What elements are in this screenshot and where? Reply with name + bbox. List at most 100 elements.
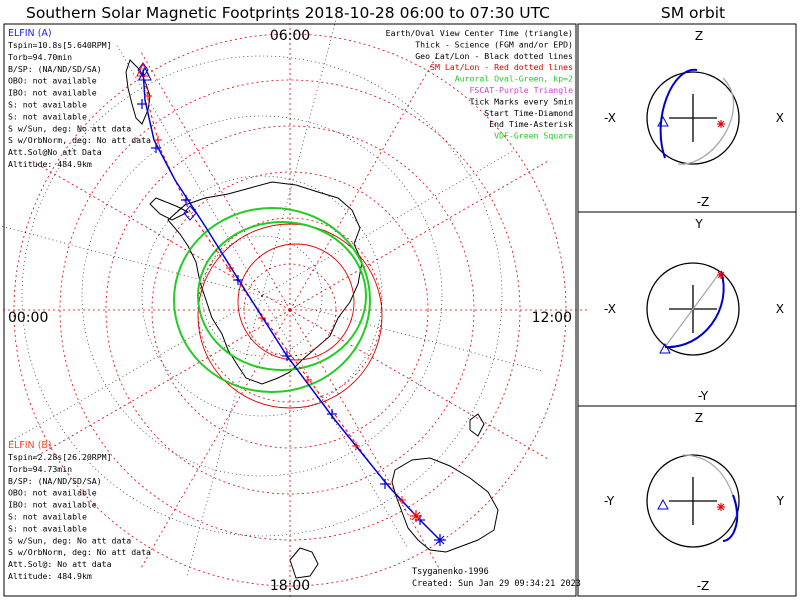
satellite-info-line: Altitude: 484.9km: [8, 159, 92, 169]
legend-entry: Earth/Oval View Center Time (triangle): [386, 28, 573, 38]
satellite-info-line: S: not available: [8, 100, 87, 110]
view-center-triangle: [138, 66, 152, 81]
legend-entry: FSCAT-Purple Triangle: [469, 85, 573, 95]
mlt-label-left: 00:00: [8, 310, 48, 326]
orbit-axis-label: -Y: [698, 389, 709, 403]
legend-entry: Start Time-Diamond: [484, 108, 573, 118]
geo-lat-circle: [21, 55, 503, 537]
orbit-axis-label: Y: [694, 217, 703, 231]
orbit-title: SM orbit: [661, 4, 725, 22]
geo-lon-line: [261, 15, 338, 297]
satellite-info-line: S: not available: [8, 111, 87, 121]
earth-circle: [646, 454, 740, 548]
orbit-axis-label: Z: [695, 411, 703, 425]
coastlines: [125, 59, 499, 579]
sm-polar-circle: [197, 223, 383, 409]
mlt-label-right: 12:00: [532, 310, 572, 326]
legend-entry: Thick - Science (FGM and/or EPD): [415, 39, 573, 49]
orbit-panel: Z -Z -Y Y: [604, 411, 785, 593]
orbit-end-asterisk: [717, 120, 725, 128]
satellite-header: ELFIN (B): [8, 440, 52, 451]
auroral-oval-inner: [197, 221, 367, 371]
sm-polar-circle: [237, 243, 355, 361]
sm-lon-line: [289, 309, 551, 461]
satellite-info-line: B/SP: (NA/ND/SD/SA): [8, 64, 102, 74]
end-asterisk: [434, 534, 446, 546]
orbit-panel-frame: [577, 23, 797, 597]
satellite-info-line: S w/Sun, deg: No att data: [8, 123, 131, 133]
chart-title: Southern Solar Magnetic Footprints 2018-…: [26, 4, 550, 22]
orbit-start-triangle: [659, 342, 671, 354]
elfin-a-track: [142, 69, 441, 541]
earth-circle: [646, 71, 740, 165]
geo-lon-line: [186, 295, 263, 577]
orbit-axis-label: -X: [604, 111, 616, 125]
orbit-panels: Z -Z -X X Y -Y -X X Z -Z -Y Y: [604, 29, 785, 593]
geo-lon-line: [10, 295, 263, 442]
orbit-axis-label: X: [776, 302, 784, 316]
satellite-info-line: S w/OrbNorm, deg: No att data: [8, 547, 151, 557]
orbit-end-asterisk: [717, 271, 725, 279]
satellite-info-line: Tspin=2.28s[26.20RPM]: [8, 452, 112, 462]
auroral-oval-outer: [173, 207, 371, 393]
orbit-axis-label: -X: [604, 302, 616, 316]
sm-lat-circle: [105, 125, 475, 495]
sm-lon-line: [289, 49, 441, 311]
created-timestamp: Created: Sun Jan 29 09:34:21 2023: [412, 579, 581, 589]
satellite-info-line: S w/Sun, deg: No att data: [8, 535, 131, 545]
orbit-end-asterisk: [717, 503, 725, 511]
orbit-path-back: [664, 270, 722, 348]
legend-entry: SM Lat/Lon - Red dotted lines: [430, 62, 573, 72]
model-credit: Tsyganenko-1996: [412, 567, 489, 577]
legend-entry: Auroral Oval-Green, kp=2: [455, 74, 573, 84]
start-diamond: [137, 62, 149, 78]
geo-lon-line: [261, 295, 408, 548]
elfin-b-track: [142, 67, 441, 541]
orbit-axis-label: -Z: [697, 579, 710, 593]
elfin-b-info: ELFIN (B)Tspin=2.28s[26.20RPM] Torb=94.73…: [8, 440, 151, 581]
orbit-path-front: [722, 494, 739, 542]
geo-lon-line: [261, 295, 543, 372]
orbit-start-triangle: [657, 115, 669, 127]
geo-lat-circle: [201, 235, 323, 357]
orbit-path-back: [682, 454, 738, 532]
sm-lon-line: [29, 159, 291, 311]
orbit-path-front: [659, 68, 698, 159]
legend-entry: Tick Marks every 5min: [469, 96, 573, 106]
sm-lat-circle: [151, 171, 429, 449]
orbit-start-triangle: [657, 498, 669, 510]
sm-lon-line: [289, 309, 441, 571]
geo-lat-circle: [81, 115, 443, 477]
end-asterisk: [410, 510, 422, 522]
mlt-label-top: 06:00: [270, 28, 310, 44]
orbit-panel: Y -Y -X X: [604, 217, 784, 403]
legend-entry: End Time-Asterisk: [489, 119, 573, 129]
satellite-info-line: IBO: not available: [8, 88, 97, 98]
geo-lat-lon-grid: [0, 15, 543, 577]
satellite-info-line: OBO: not available: [8, 488, 97, 498]
orbit-axis-label: Y: [776, 494, 785, 508]
earth-circle: [646, 262, 740, 356]
satellite-header: ELFIN (A): [8, 28, 52, 39]
satellite-info-line: Torb=94.73min: [8, 464, 72, 474]
satellite-info-line: S: not available: [8, 512, 87, 522]
start-diamond: [183, 205, 197, 221]
orbit-axis-label: -Y: [604, 494, 615, 508]
orbit-panel: Z -Z -X X: [604, 29, 784, 209]
legend-entry: Geo Lat/Lon - Black dotted lines: [415, 51, 573, 61]
satellite-info-line: Torb=94.70min: [8, 52, 72, 62]
legend-entry: VDF-Green Square: [494, 131, 573, 141]
geo-lat-circle: [141, 175, 383, 417]
satellite-info-line: Att.Sol@No att Data: [8, 147, 102, 157]
geo-lon-line: [116, 44, 263, 297]
satellite-info-line: Altitude: 484.9km: [8, 571, 92, 581]
satellite-info-line: S w/OrbNorm, deg: No att data: [8, 135, 151, 145]
mlt-label-bottom: 18:00: [270, 578, 310, 594]
satellite-info-line: IBO: not available: [8, 500, 97, 510]
orbit-path-back: [677, 77, 735, 165]
geo-lon-line: [0, 225, 263, 297]
sm-lon-line: [289, 159, 551, 311]
satellite-info-line: Tspin=10.8s[5.640RPM]: [8, 40, 112, 50]
sm-lat-lon-grid: [0, 10, 590, 600]
